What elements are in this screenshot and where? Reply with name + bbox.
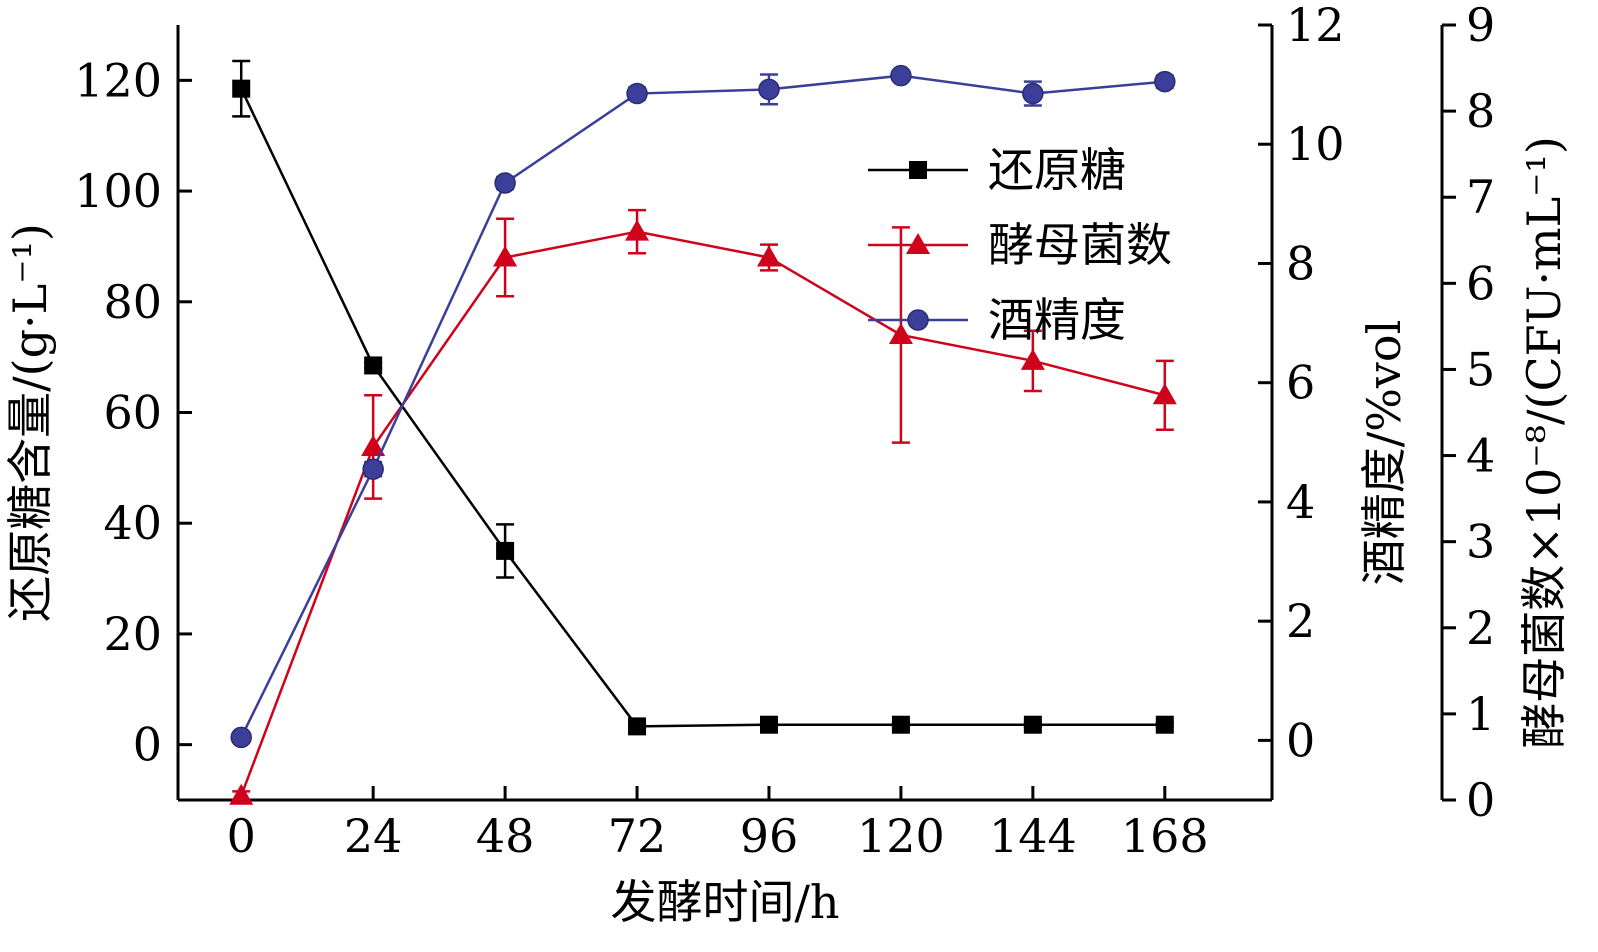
right1-tick-label: 10 <box>1286 117 1345 171</box>
right1-tick-label: 8 <box>1286 236 1315 290</box>
x-axis-title: 发酵时间/h <box>610 875 839 929</box>
left-tick-label: 120 <box>74 53 162 107</box>
right2-tick-label: 6 <box>1466 256 1495 310</box>
series-line <box>240 74 1165 738</box>
data-point <box>494 172 516 194</box>
data-point <box>759 715 778 734</box>
right1-tick-label: 6 <box>1286 356 1315 410</box>
x-tick-label: 48 <box>476 809 535 863</box>
series-triangle <box>229 208 1177 805</box>
right1-tick-label: 4 <box>1286 475 1315 529</box>
data-point <box>888 323 913 344</box>
left-tick-label: 0 <box>133 718 162 772</box>
x-tick-label: 96 <box>740 809 799 863</box>
right2-tick-label: 2 <box>1466 601 1495 655</box>
data-point <box>364 356 383 375</box>
data-point <box>230 726 252 749</box>
right2-tick-label: 3 <box>1466 515 1495 569</box>
left-tick-label: 80 <box>103 275 162 329</box>
x-tick-label: 0 <box>227 809 256 863</box>
data-point <box>232 79 251 98</box>
data-point <box>1152 383 1177 405</box>
right2-tick-label: 4 <box>1466 429 1495 483</box>
legend-marker <box>909 161 927 179</box>
series-line <box>240 230 1166 797</box>
data-point <box>1023 715 1042 734</box>
right1-axis-title: 酒精度/%vol <box>1357 320 1411 586</box>
axes-layer: 0 24 48 72 96 120 144 168发酵时间/h020406080100120还… <box>3 0 1571 929</box>
data-point <box>628 717 647 736</box>
legend-label: 酵母菌数 <box>988 218 1172 272</box>
right2-tick-label: 5 <box>1466 342 1495 396</box>
right2-axis-title: 酵母菌数×10⁻⁸/(CFU·mL⁻¹) <box>1517 136 1571 749</box>
x-tick-label: 72 <box>608 809 667 863</box>
left-tick-label: 60 <box>103 386 162 440</box>
series-square <box>232 59 1174 736</box>
data-point <box>758 78 780 101</box>
x-tick-label: 24 <box>344 809 403 863</box>
right1-tick-label: 0 <box>1286 713 1315 767</box>
legend-marker <box>906 233 930 254</box>
data-point <box>1155 715 1174 734</box>
series-circle <box>230 64 1176 749</box>
right2-tick-label: 0 <box>1466 773 1495 827</box>
right1-tick-label: 12 <box>1286 0 1345 52</box>
data-point <box>496 541 515 560</box>
x-tick-label: 168 <box>1121 809 1209 863</box>
series-line <box>240 88 1165 728</box>
data-point <box>1022 82 1044 105</box>
legend-label: 酒精度 <box>988 293 1126 347</box>
data-point <box>1020 348 1045 370</box>
right2-tick-label: 7 <box>1466 170 1495 224</box>
data-point <box>756 245 781 267</box>
data-point <box>1154 70 1176 93</box>
right2-tick-label: 8 <box>1466 84 1495 138</box>
left-tick-label: 100 <box>74 164 162 218</box>
legend-marker <box>907 309 929 331</box>
data-point <box>626 82 648 105</box>
data-point <box>891 715 910 734</box>
data-point <box>493 245 518 267</box>
x-tick-label: 120 <box>857 809 945 863</box>
left-axis-title: 还原糖含量/(g·L⁻¹) <box>3 223 57 622</box>
left-tick-label: 20 <box>103 607 162 661</box>
data-point <box>229 783 254 805</box>
data-point <box>890 64 912 87</box>
x-tick-label: 144 <box>989 809 1077 863</box>
data-point <box>362 458 384 480</box>
data-point <box>625 219 650 241</box>
right2-tick-label: 9 <box>1466 0 1495 52</box>
data-point <box>361 434 386 456</box>
legend-label: 还原糖 <box>988 143 1126 197</box>
left-tick-label: 40 <box>103 496 162 550</box>
series-layer <box>229 59 1177 805</box>
right2-tick-label: 1 <box>1466 687 1495 741</box>
right1-tick-label: 2 <box>1286 594 1315 648</box>
